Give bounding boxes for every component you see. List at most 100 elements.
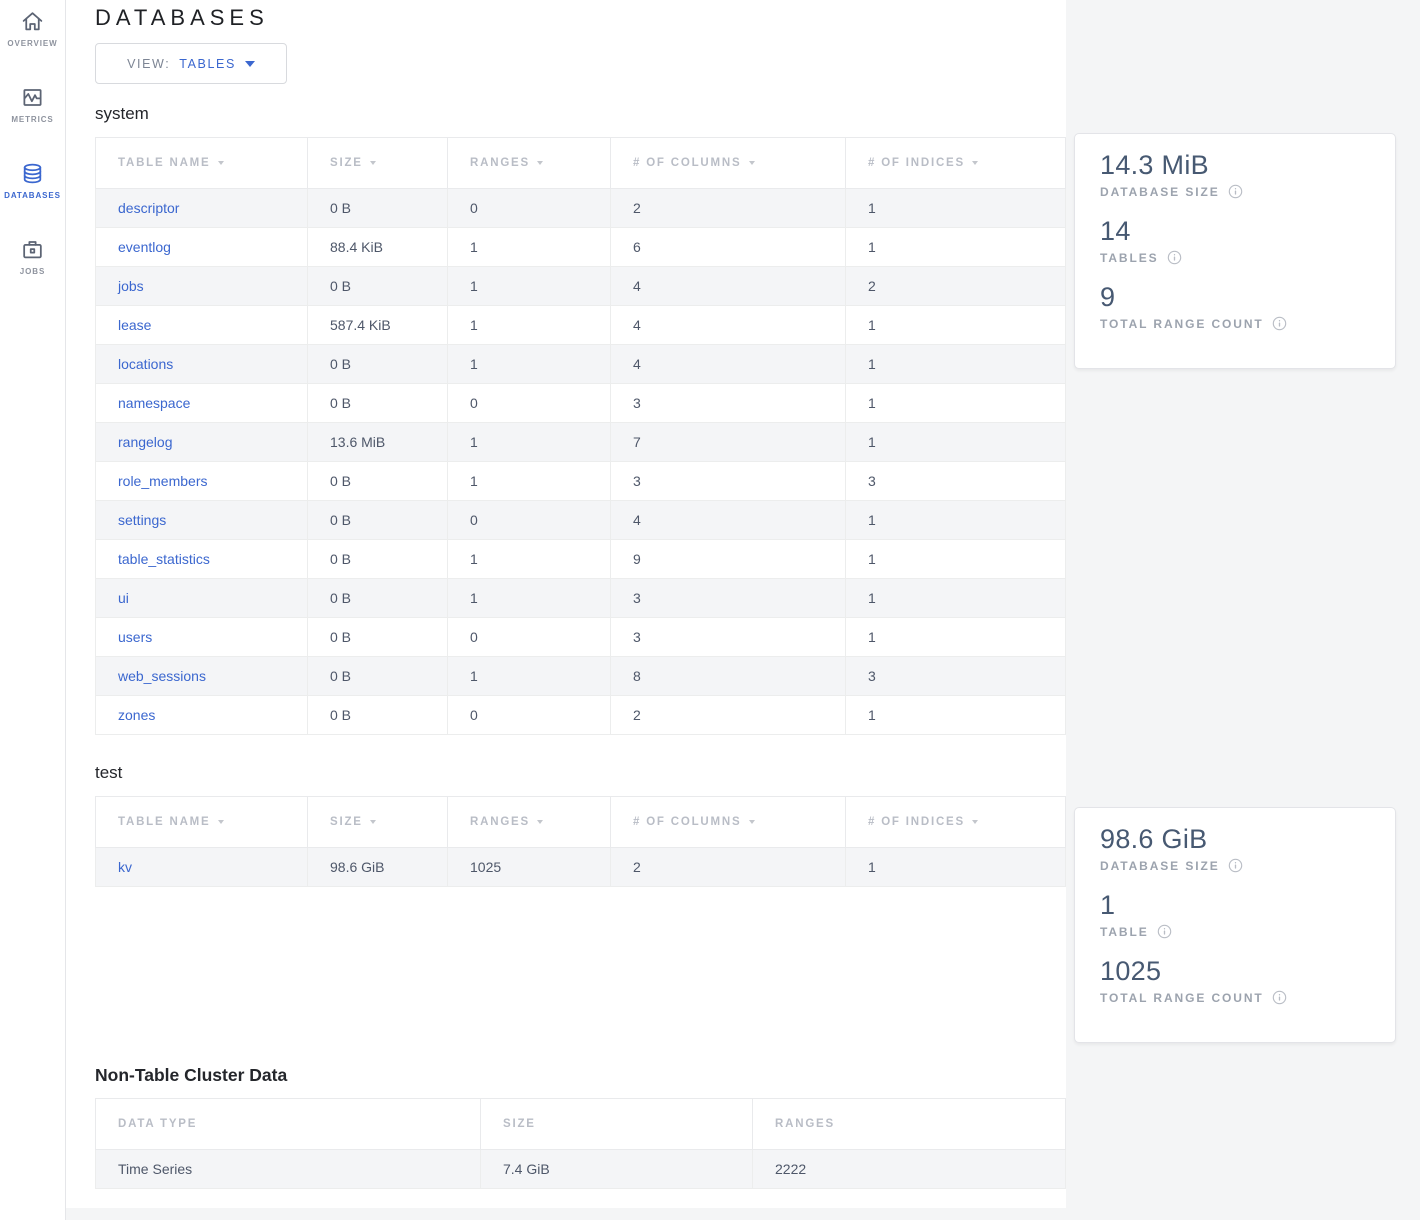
table-cell: 2222 xyxy=(752,1149,1066,1189)
info-icon[interactable] xyxy=(1167,250,1182,265)
sidebar-item-metrics[interactable]: METRICS xyxy=(11,85,53,124)
info-icon[interactable] xyxy=(1157,924,1172,939)
table-link[interactable]: descriptor xyxy=(118,200,180,216)
table-link[interactable]: eventlog xyxy=(118,239,171,255)
table-cell: 0 B xyxy=(307,695,448,735)
table-link[interactable]: jobs xyxy=(118,278,144,294)
table-link[interactable]: ui xyxy=(118,590,129,606)
sidebar-item-overview[interactable]: OVERVIEW xyxy=(7,9,57,48)
sort-caret-icon xyxy=(748,820,755,824)
table-cell: 3 xyxy=(610,383,846,423)
column-header-of-indices[interactable]: # OF INDICES xyxy=(845,137,1066,189)
table-cell: 88.4 KiB xyxy=(307,227,448,267)
column-header-label: RANGES xyxy=(470,157,531,169)
table-cell: 0 B xyxy=(307,383,448,423)
column-header-table-name[interactable]: TABLE NAME xyxy=(95,137,308,189)
table-link[interactable]: table_statistics xyxy=(118,551,210,567)
table-cell: 1 xyxy=(447,227,611,267)
stat-value: 9 xyxy=(1100,282,1116,312)
column-header-of-indices[interactable]: # OF INDICES xyxy=(845,796,1066,848)
column-header-label: # OF COLUMNS xyxy=(633,157,742,169)
table-name-cell: namespace xyxy=(95,383,308,423)
table-name-cell: jobs xyxy=(95,266,308,306)
column-header-label: SIZE xyxy=(503,1118,536,1130)
table-name-cell: table_statistics xyxy=(95,539,308,579)
table-link[interactable]: locations xyxy=(118,356,174,372)
table-header-row: DATA TYPE SIZE RANGES xyxy=(95,1098,1066,1150)
table-cell: 1 xyxy=(845,227,1066,267)
column-header-table-name[interactable]: TABLE NAME xyxy=(95,796,308,848)
column-header-of-columns[interactable]: # OF COLUMNS xyxy=(610,137,846,189)
stat-value: 98.6 GiB xyxy=(1100,824,1208,854)
sidebar-item-databases[interactable]: DATABASES xyxy=(4,161,61,200)
table-header-row: TABLE NAME SIZE RANGES # OF COLUMNS # OF IND… xyxy=(95,137,1066,189)
table-name-cell: locations xyxy=(95,344,308,384)
table-link[interactable]: role_members xyxy=(118,473,208,489)
table-cell: 7.4 GiB xyxy=(480,1149,753,1189)
sidebar-item-label: OVERVIEW xyxy=(7,39,58,48)
table-name-cell: zones xyxy=(95,695,308,735)
table-link[interactable]: kv xyxy=(118,859,132,875)
info-icon[interactable] xyxy=(1272,990,1287,1005)
table-name-cell: users xyxy=(95,617,308,657)
info-icon[interactable] xyxy=(1228,184,1243,199)
table-name-cell: eventlog xyxy=(95,227,308,267)
column-header-label: TABLE NAME xyxy=(118,816,211,828)
table-cell: 1 xyxy=(447,461,611,501)
table-cell: 3 xyxy=(845,461,1066,501)
table-link[interactable]: lease xyxy=(118,317,152,333)
info-icon[interactable] xyxy=(1272,316,1287,331)
page-bottom-background xyxy=(66,1208,1066,1220)
sort-caret-icon xyxy=(537,820,544,824)
table-link[interactable]: users xyxy=(118,629,153,645)
table-cell: 1 xyxy=(447,422,611,462)
column-header-label: DATA TYPE xyxy=(118,1118,198,1130)
view-dropdown-label: VIEW: xyxy=(127,56,171,71)
column-header-ranges[interactable]: RANGES xyxy=(447,137,611,189)
column-header-size[interactable]: SIZE xyxy=(307,137,448,189)
view-dropdown-button[interactable]: VIEW: TABLES xyxy=(95,43,287,84)
table-cell: 13.6 MiB xyxy=(307,422,448,462)
column-header-of-columns[interactable]: # OF COLUMNS xyxy=(610,796,846,848)
sidebar-item-jobs[interactable]: JOBS xyxy=(20,237,45,276)
table-cell: 0 B xyxy=(307,266,448,306)
table-header-row: TABLE NAME SIZE RANGES # OF COLUMNS # OF IND… xyxy=(95,796,1066,848)
table-cell: 0 xyxy=(447,383,611,423)
column-header-label: RANGES xyxy=(775,1118,836,1130)
table-link[interactable]: namespace xyxy=(118,395,191,411)
table-cell: 0 B xyxy=(307,461,448,501)
info-icon[interactable] xyxy=(1228,858,1243,873)
column-header-size[interactable]: SIZE xyxy=(307,796,448,848)
non-table-heading: Non-Table Cluster Data xyxy=(95,1065,288,1085)
column-header-label: # OF INDICES xyxy=(868,157,966,169)
stat-label: TOTAL RANGE COUNT xyxy=(1100,316,1264,331)
column-header-ranges[interactable]: RANGES xyxy=(447,796,611,848)
table-cell: 0 B xyxy=(307,344,448,384)
page-title: DATABASES xyxy=(95,5,269,30)
table-link[interactable]: settings xyxy=(118,512,167,528)
table-cell: 1 xyxy=(845,344,1066,384)
table-cell: 4 xyxy=(610,344,846,384)
table-name-cell: rangelog xyxy=(95,422,308,462)
table-cell: 3 xyxy=(845,656,1066,696)
test-tables-table: TABLE NAME SIZE RANGES # OF COLUMNS # OF IND… xyxy=(95,796,1066,887)
table-cell: 4 xyxy=(610,266,846,306)
table-link[interactable]: zones xyxy=(118,707,156,723)
table-name-cell: settings xyxy=(95,500,308,540)
table-cell: 0 B xyxy=(307,617,448,657)
table-link[interactable]: web_sessions xyxy=(118,668,206,684)
table-cell: 1 xyxy=(447,539,611,579)
databases-icon xyxy=(20,161,45,186)
table-cell: 2 xyxy=(845,266,1066,306)
sort-caret-icon xyxy=(369,161,376,165)
summary-stat: 9 TOTAL RANGE COUNT xyxy=(1100,281,1395,331)
database-heading-system: system xyxy=(95,104,149,123)
table-cell: 8 xyxy=(610,656,846,696)
column-header-data-type: DATA TYPE xyxy=(95,1098,481,1150)
sort-caret-icon xyxy=(972,161,979,165)
table-link[interactable]: rangelog xyxy=(118,434,173,450)
sidebar-item-label: DATABASES xyxy=(4,191,61,200)
